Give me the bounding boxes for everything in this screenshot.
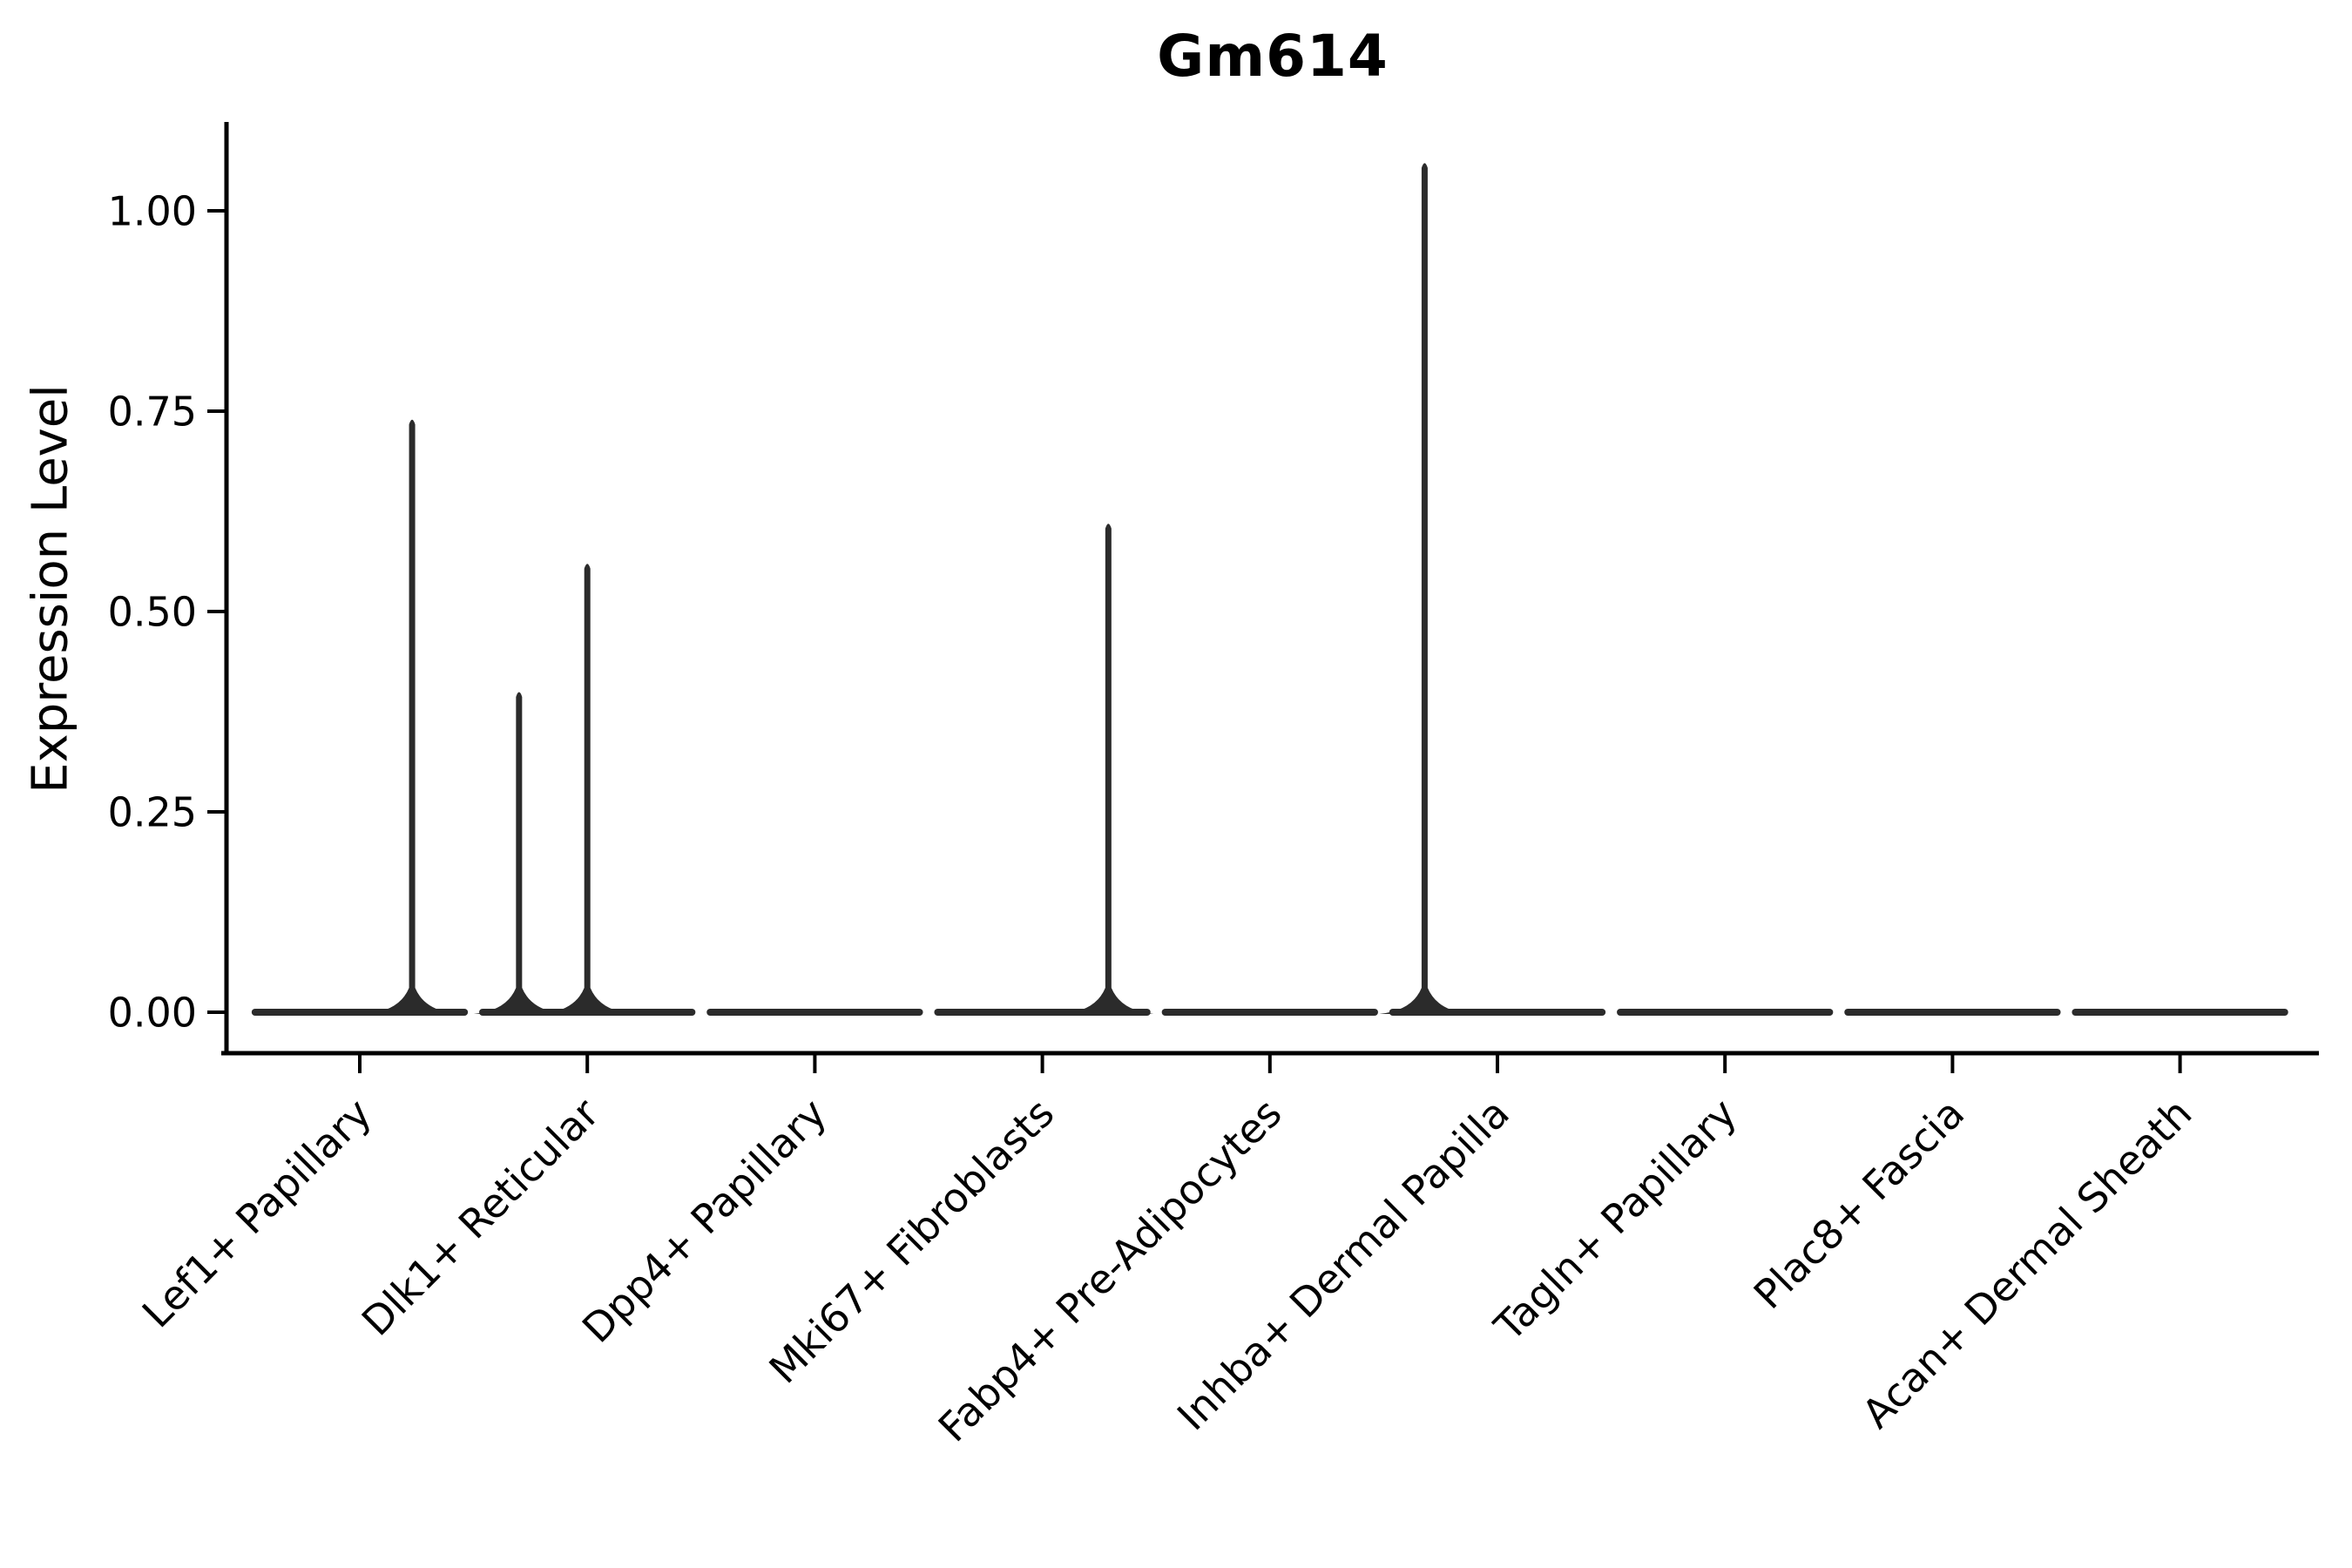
y-tick-label: 0.75 [108, 389, 197, 436]
y-tick-label: 0.25 [108, 789, 197, 836]
violin-spike [1379, 163, 1470, 1015]
y-tick-label: 0.00 [108, 990, 197, 1037]
chart-title: Gm614 [1157, 23, 1389, 90]
violin-spike [367, 419, 458, 1014]
x-tick-label: Dlk1+ Reticular [353, 1090, 608, 1345]
y-tick-label: 1.00 [108, 188, 197, 235]
x-tick-label: Tagln+ Papillary [1484, 1090, 1746, 1351]
x-tick-label: Lef1+ Papillary [133, 1090, 381, 1337]
y-tick-label: 0.50 [108, 589, 197, 636]
violin-spike [1063, 524, 1154, 1014]
x-tick-label: Dpp4+ Papillary [573, 1090, 835, 1352]
violin-spike [542, 564, 633, 1014]
x-tick-label: Plac8+ Fascia [1745, 1090, 1973, 1318]
violin-spike [473, 692, 564, 1014]
